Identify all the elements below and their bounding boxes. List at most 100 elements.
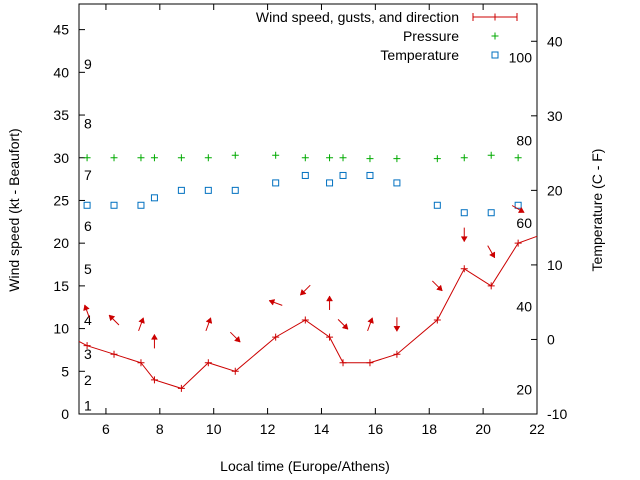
y-tick-label: 25 xyxy=(53,192,69,208)
gust-arrow-head xyxy=(517,206,525,213)
gust-arrow-head xyxy=(393,326,401,332)
beaufort-label: 3 xyxy=(84,346,92,362)
gust-arrows xyxy=(83,205,525,349)
pressure-point xyxy=(514,154,522,162)
legend-swatch-wind-marker xyxy=(472,13,518,21)
y2-tick-label: 30 xyxy=(547,108,563,124)
wind-speed-line xyxy=(78,235,538,389)
y2-tick-label: 10 xyxy=(547,257,563,273)
y2-tick-label: 40 xyxy=(547,33,563,49)
gust-arrow-head xyxy=(138,317,145,324)
y-tick-label: 20 xyxy=(53,235,69,251)
fahrenheit-label: 40 xyxy=(516,299,532,315)
temperature-point xyxy=(433,201,441,209)
legend-swatch-pressure xyxy=(491,32,499,40)
gust-arrow-head xyxy=(460,236,468,243)
pressure-point xyxy=(393,155,401,163)
pressure-point xyxy=(204,154,212,162)
beaufort-labels: 1 2 3 4 5 6 7 8 9 xyxy=(84,56,92,414)
pressure-series xyxy=(83,151,522,163)
pressure-point xyxy=(339,154,347,162)
x-tick-label: 8 xyxy=(156,421,164,437)
wind-speed-point xyxy=(83,342,91,350)
wind-speed-point xyxy=(514,239,522,247)
x-tick-label: 6 xyxy=(102,421,110,437)
wind-speed-point xyxy=(366,359,374,367)
temperature-point xyxy=(110,201,118,209)
wind-speed-point xyxy=(272,333,280,341)
y-tick-label: 45 xyxy=(53,22,69,38)
y-axis-ticks: 0 5 10 15 20 25 30 35 40 45 xyxy=(53,22,85,422)
y2-axis-label: Temperature (C - F) xyxy=(589,149,605,272)
legend-label: Temperature xyxy=(380,47,459,63)
legend-label: Wind speed, gusts, and direction xyxy=(256,9,459,25)
gust-arrow-head xyxy=(268,299,276,306)
fahrenheit-label: 80 xyxy=(516,132,532,148)
fahrenheit-label: 20 xyxy=(516,381,532,397)
temperature-point xyxy=(204,186,212,194)
x-tick-label: 22 xyxy=(529,421,545,437)
wind-speed-point xyxy=(137,359,145,367)
temperature-point xyxy=(177,186,185,194)
temperature-point xyxy=(393,179,401,187)
y-tick-label: 5 xyxy=(61,363,69,379)
x-tick-label: 12 xyxy=(260,421,276,437)
beaufort-label: 7 xyxy=(84,167,92,183)
beaufort-label: 6 xyxy=(84,218,92,234)
gust-arrow-head xyxy=(436,284,443,292)
temperature-point xyxy=(231,186,239,194)
pressure-point xyxy=(487,151,495,159)
y-tick-label: 0 xyxy=(61,406,69,422)
wind-speed-point xyxy=(110,350,118,358)
y-axis-label: Wind speed (kt - Beaufort) xyxy=(6,128,22,291)
temperature-point xyxy=(366,171,374,179)
pressure-point xyxy=(137,154,145,162)
wind-speed-point xyxy=(460,265,468,273)
pressure-point xyxy=(110,154,118,162)
pressure-point xyxy=(231,151,239,159)
wind-series xyxy=(78,235,538,392)
temperature-point xyxy=(150,194,158,202)
pressure-point xyxy=(150,154,158,162)
x-tick-label: 14 xyxy=(314,421,330,437)
wind-speed-point xyxy=(433,316,441,324)
wind-speed-point xyxy=(204,359,212,367)
pressure-point xyxy=(326,154,334,162)
pressure-point xyxy=(272,151,280,159)
gust-arrow-head xyxy=(108,314,116,322)
pressure-point xyxy=(301,154,309,162)
x-tick-label: 18 xyxy=(421,421,437,437)
pressure-point xyxy=(83,154,91,162)
wind-speed-point xyxy=(393,350,401,358)
wind-speed-point xyxy=(326,333,334,341)
beaufort-label: 4 xyxy=(84,312,92,328)
gust-arrow-head xyxy=(367,317,374,324)
gust-arrow-head xyxy=(300,288,307,296)
y2-tick-label: 20 xyxy=(547,182,563,198)
wind-speed-point xyxy=(301,316,309,324)
temperature-point xyxy=(487,209,495,217)
legend-label: Pressure xyxy=(403,28,459,44)
temperature-point xyxy=(339,171,347,179)
wind-speed-point xyxy=(339,359,347,367)
pressure-point xyxy=(460,154,468,162)
y2-axis-ticks: -10 0 10 20 30 40 xyxy=(531,33,567,422)
gust-arrow-head xyxy=(205,317,213,324)
legend-swatch-temperature xyxy=(491,51,499,59)
beaufort-label: 1 xyxy=(84,397,92,413)
fahrenheit-label: 60 xyxy=(516,215,532,231)
pressure-point xyxy=(433,155,441,163)
chart-axes xyxy=(78,3,538,415)
gust-arrow-head xyxy=(234,335,241,343)
y-tick-label: 35 xyxy=(53,107,69,123)
temperature-point xyxy=(301,171,309,179)
temperature-point xyxy=(460,209,468,217)
beaufort-label: 8 xyxy=(84,116,92,132)
pressure-point xyxy=(177,154,185,162)
y-tick-label: 10 xyxy=(53,321,69,337)
gust-arrow-head xyxy=(326,295,333,302)
y-tick-label: 15 xyxy=(53,278,69,294)
wind-speed-point xyxy=(150,376,158,384)
plot-frame xyxy=(78,3,538,415)
gust-arrow-head xyxy=(341,323,349,330)
